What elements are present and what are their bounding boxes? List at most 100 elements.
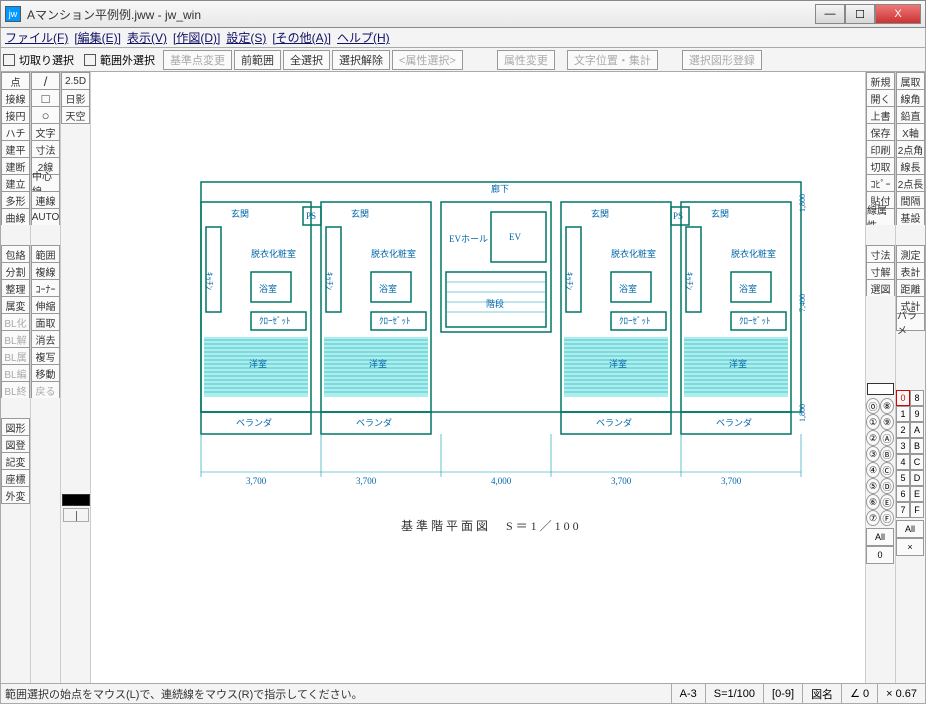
text-pos-btn[interactable]: 文字位置・集計 <box>567 50 658 70</box>
left-a-btn-24[interactable]: 外変 <box>1 486 30 504</box>
layer-circle-5-1[interactable]: Ⓓ <box>880 478 894 494</box>
left-a-btn-20[interactable]: 図形 <box>1 418 30 436</box>
right-a-btn-8[interactable]: 線属性 <box>866 208 895 226</box>
linetype-swatch[interactable] <box>62 494 90 506</box>
right-a-btn-11[interactable]: 寸解 <box>866 262 895 280</box>
menu-settings[interactable]: 設定(S) <box>226 29 266 46</box>
left-a-btn-15[interactable]: BL解 <box>1 330 30 348</box>
layer-group-0-0[interactable]: 0 <box>896 390 910 406</box>
layer-circle-3-0[interactable]: ③ <box>866 446 880 462</box>
left-b-btn-13[interactable]: 伸縮 <box>31 296 60 314</box>
layer-group-1-1[interactable]: 9 <box>910 406 924 422</box>
status-angle[interactable]: ∠ 0 <box>841 684 877 703</box>
right-b-btn-7[interactable]: 間隔 <box>896 191 925 209</box>
right-b-btn-2[interactable]: 鉛直 <box>896 106 925 124</box>
layer-circle-2-1[interactable]: Ⓐ <box>880 430 894 446</box>
tool-sky[interactable]: 天空 <box>61 106 90 124</box>
layer-circle-1-0[interactable]: ① <box>866 414 880 430</box>
left-a-btn-12[interactable]: 整理 <box>1 279 30 297</box>
left-b-btn-14[interactable]: 面取 <box>31 313 60 331</box>
left-b-btn-7[interactable]: 連線 <box>31 191 60 209</box>
left-a-btn-17[interactable]: BL編 <box>1 364 30 382</box>
tool-shadow[interactable]: 日影 <box>61 89 90 107</box>
close-button[interactable]: X <box>875 4 921 24</box>
left-a-btn-5[interactable]: 建断 <box>1 157 30 175</box>
layer-group-4-1[interactable]: C <box>910 454 924 470</box>
color-swatch[interactable] <box>867 383 894 395</box>
right-a-btn-10[interactable]: 寸法 <box>866 245 895 263</box>
left-a-btn-2[interactable]: 接円 <box>1 106 30 124</box>
left-b-btn-3[interactable]: 文字 <box>31 123 60 141</box>
left-b-btn-10[interactable]: 範囲 <box>31 245 60 263</box>
left-a-btn-16[interactable]: BL属 <box>1 347 30 365</box>
layer-group-6-0[interactable]: 6 <box>896 486 910 502</box>
layer-circle-5-0[interactable]: ⑤ <box>866 478 880 494</box>
status-paper[interactable]: A-3 <box>671 684 705 703</box>
right-a-btn-2[interactable]: 上書 <box>866 106 895 124</box>
status-zoom[interactable]: × 0.67 <box>877 684 925 703</box>
layer-group-7-1[interactable]: F <box>910 502 924 518</box>
right-b-btn-0[interactable]: 属取 <box>896 72 925 90</box>
left-b-btn-8[interactable]: AUTO <box>31 208 60 226</box>
basepoint-change-btn[interactable]: 基準点変更 <box>163 50 232 70</box>
layer-group-3-0[interactable]: 3 <box>896 438 910 454</box>
layer-group-7-0[interactable]: 7 <box>896 502 910 518</box>
layer-circle-6-1[interactable]: Ⓔ <box>880 494 894 510</box>
left-a-btn-22[interactable]: 記変 <box>1 452 30 470</box>
left-b-btn-16[interactable]: 複写 <box>31 347 60 365</box>
right-b-btn-1[interactable]: 線角 <box>896 89 925 107</box>
layer-circle-4-0[interactable]: ④ <box>866 462 880 478</box>
layer-group-1-0[interactable]: 1 <box>896 406 910 422</box>
left-a-btn-13[interactable]: 属変 <box>1 296 30 314</box>
layer-group-2-1[interactable]: A <box>910 422 924 438</box>
left-b-btn-4[interactable]: 寸法 <box>31 140 60 158</box>
left-a-btn-0[interactable]: 点 <box>1 72 30 90</box>
left-a-btn-3[interactable]: ハチ <box>1 123 30 141</box>
layer-circle-0-0[interactable]: ⓪ <box>866 398 880 414</box>
left-b-btn-11[interactable]: 複線 <box>31 262 60 280</box>
select-all-btn[interactable]: 全選択 <box>283 50 330 70</box>
menu-other[interactable]: [その他(A)] <box>272 29 331 46</box>
left-a-btn-21[interactable]: 図登 <box>1 435 30 453</box>
left-a-btn-14[interactable]: BL化 <box>1 313 30 331</box>
drawing-canvas[interactable]: 廊下 3,700 3,700 4,000 3,700 3,700 1,800 7… <box>91 72 865 683</box>
layer-group-6-1[interactable]: E <box>910 486 924 502</box>
minimize-button[interactable]: — <box>815 4 845 24</box>
right-b-btn-3[interactable]: X軸 <box>896 123 925 141</box>
left-b-btn-1[interactable]: □ <box>31 89 60 107</box>
maximize-button[interactable]: ☐ <box>845 4 875 24</box>
layer-circle-0-1[interactable]: ⑧ <box>880 398 894 414</box>
menu-edit[interactable]: [編集(E)] <box>74 29 121 46</box>
right-b-btn-5[interactable]: 線長 <box>896 157 925 175</box>
layer-x[interactable]: × <box>896 538 924 556</box>
layer-circle-3-1[interactable]: Ⓑ <box>880 446 894 462</box>
right-b-btn-4[interactable]: 2点角 <box>896 140 925 158</box>
layer-zero[interactable]: 0 <box>866 546 894 564</box>
layer-group-5-1[interactable]: D <box>910 470 924 486</box>
status-layer[interactable]: [0-9] <box>763 684 802 703</box>
right-a-btn-5[interactable]: 切取 <box>866 157 895 175</box>
right-b-btn-14[interactable]: パラメ <box>896 313 925 331</box>
menu-draw[interactable]: [作図(D)] <box>173 29 220 46</box>
prev-range-btn[interactable]: 前範囲 <box>234 50 281 70</box>
layer-circle-2-0[interactable]: ② <box>866 430 880 446</box>
left-b-btn-6[interactable]: 中心線 <box>31 174 60 192</box>
status-name[interactable]: 図名 <box>802 684 841 703</box>
left-a-btn-8[interactable]: 曲線 <box>1 208 30 226</box>
layer-circle-1-1[interactable]: ⑨ <box>880 414 894 430</box>
left-b-btn-15[interactable]: 消去 <box>31 330 60 348</box>
layer-group-0-1[interactable]: 8 <box>910 390 924 406</box>
attr-select-btn[interactable]: <属性選択> <box>392 50 463 70</box>
right-a-btn-6[interactable]: ｺﾋﾟｰ <box>866 174 895 192</box>
right-a-btn-12[interactable]: 選図 <box>866 279 895 297</box>
left-a-btn-4[interactable]: 建平 <box>1 140 30 158</box>
attr-change-btn[interactable]: 属性変更 <box>497 50 555 70</box>
slider[interactable] <box>63 508 89 522</box>
left-a-btn-18[interactable]: BL終 <box>1 381 30 399</box>
layer-circle-4-1[interactable]: Ⓒ <box>880 462 894 478</box>
menu-help[interactable]: ヘルプ(H) <box>337 29 390 46</box>
right-b-btn-11[interactable]: 表計 <box>896 262 925 280</box>
left-a-btn-6[interactable]: 建立 <box>1 174 30 192</box>
layer-all-b[interactable]: All <box>896 520 924 538</box>
status-scale[interactable]: S=1/100 <box>705 684 763 703</box>
